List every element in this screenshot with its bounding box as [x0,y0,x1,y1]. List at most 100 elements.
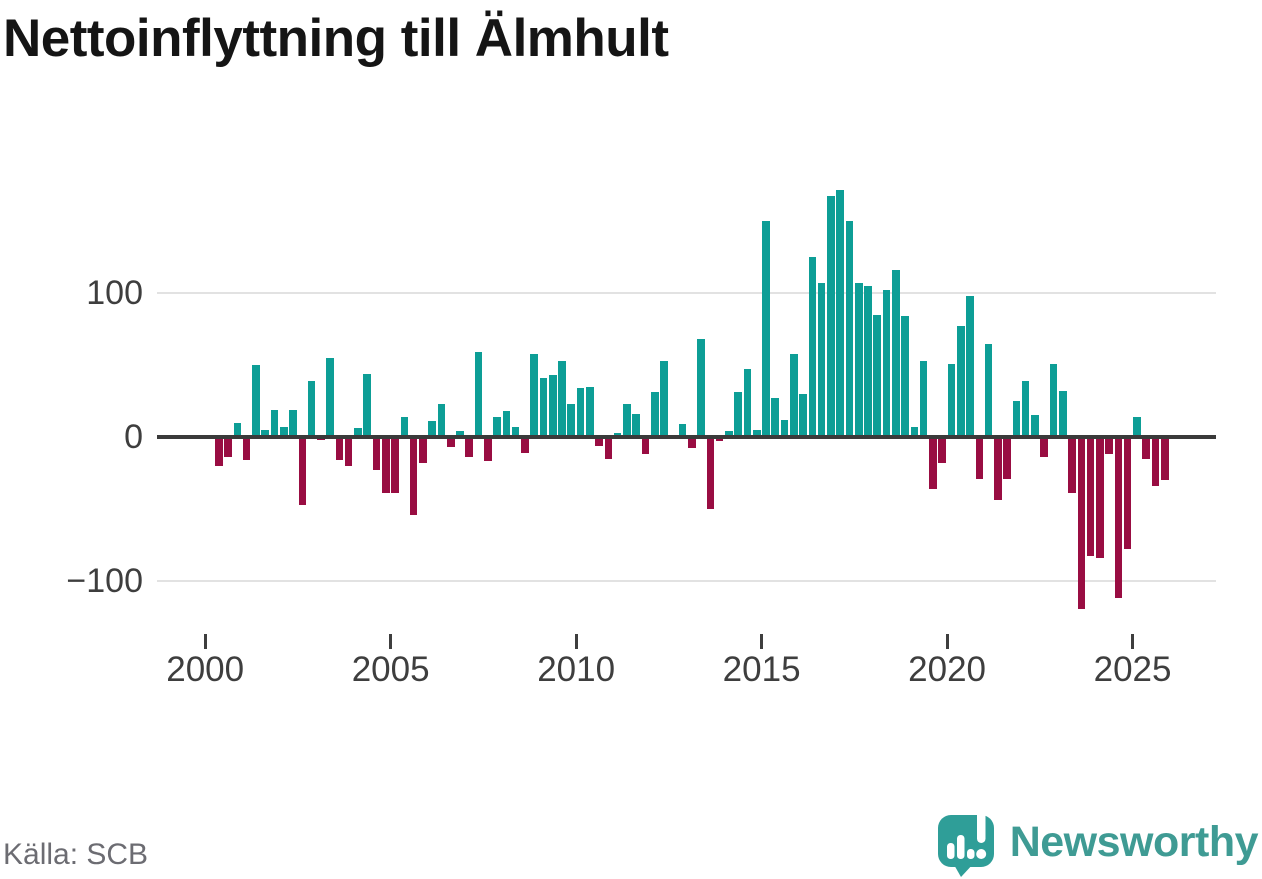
bar-2024-Q2 [1105,437,1113,455]
bar-2011-Q2 [623,403,631,437]
bar-2006-Q4 [456,431,464,437]
bar-2013-Q4 [715,437,724,442]
newsworthy-logo-icon [937,807,994,877]
bar-2009-Q4 [567,403,576,437]
bar-2024-Q3 [1114,437,1123,598]
bar-2019-Q3 [929,437,937,489]
bar-2018-Q3 [892,270,900,437]
bar-2014-Q3 [743,369,752,437]
bar-2011-Q4 [641,437,650,455]
bar-2025-Q3 [1151,437,1160,486]
bar-2017-Q1 [836,189,844,437]
x-axis-tick-2005 [389,634,393,649]
x-axis-tick-2025 [1131,634,1135,649]
y-axis-label--100: −100 [66,561,143,600]
bar-2006-Q3 [446,437,455,448]
source-label: Källa: SCB [3,838,149,871]
x-axis-label-2005: 2005 [351,650,430,689]
bar-2015-Q1 [762,221,770,437]
bar-2015-Q3 [780,419,789,437]
y-axis-label-0: 0 [124,418,143,456]
bar-2019-Q1 [910,426,919,437]
bar-2010-Q2 [586,386,594,437]
x-axis-label-2015: 2015 [722,650,801,689]
bar-2005-Q1 [391,437,399,494]
bar-2009-Q1 [539,378,548,437]
bar-2001-Q1 [242,437,251,460]
newsworthy-brand: Newsworthy [937,806,1259,878]
bar-2011-Q1 [613,432,622,437]
x-axis-tick-2000 [203,634,207,649]
bar-2015-Q4 [790,353,798,437]
bar-2000-Q4 [233,422,242,437]
bar-2010-Q3 [595,437,603,446]
bar-2017-Q3 [854,283,863,437]
bar-2003-Q2 [326,357,334,437]
bar-2001-Q4 [270,409,279,437]
bar-2022-Q4 [1049,363,1058,437]
bar-2025-Q4 [1160,437,1169,481]
x-axis-label-2020: 2020 [908,650,987,689]
bar-2004-Q4 [381,437,390,494]
bar-2022-Q2 [1031,415,1039,437]
bar-2024-Q1 [1096,437,1104,558]
bar-2015-Q2 [771,398,780,437]
bar-2011-Q3 [632,414,640,437]
bar-2002-Q1 [279,426,288,437]
bar-2000-Q2 [215,437,223,466]
bar-2007-Q4 [493,416,501,437]
bar-2012-Q4 [678,424,687,437]
bar-2025-Q1 [1133,416,1141,437]
x-axis-tick-2015 [760,634,764,649]
bar-2010-Q4 [604,437,613,459]
bar-2005-Q4 [419,437,427,463]
bar-2020-Q4 [975,437,984,479]
bar-2001-Q3 [261,429,270,437]
bar-2008-Q1 [502,411,511,437]
bar-2021-Q3 [1003,437,1011,479]
bar-2020-Q2 [956,326,965,437]
bar-2009-Q3 [558,360,566,437]
bar-2018-Q2 [882,290,891,437]
bar-2021-Q2 [994,437,1002,501]
bar-2019-Q2 [919,360,928,437]
x-axis-label-2025: 2025 [1093,650,1172,689]
bar-2002-Q2 [289,409,297,437]
bar-2012-Q1 [650,392,659,437]
page-title: Nettoinflyttning till Älmhult [3,9,669,68]
bar-2016-Q1 [799,393,807,437]
bar-2021-Q1 [984,343,993,437]
bar-2014-Q2 [734,392,742,437]
x-axis-tick-2010 [574,634,578,649]
bar-2006-Q1 [428,421,436,437]
bar-2003-Q4 [344,437,353,466]
bar-2023-Q4 [1086,437,1095,557]
bar-2010-Q1 [576,388,585,437]
bar-2013-Q2 [697,339,705,437]
bar-2001-Q2 [252,365,260,437]
bar-2005-Q2 [400,416,409,437]
y-axis-label-100: 100 [86,274,143,313]
bar-2003-Q3 [335,437,344,460]
x-axis-tick-2020 [945,634,949,649]
bar-2020-Q3 [966,296,974,437]
bar-2021-Q4 [1012,401,1021,437]
bar-2004-Q3 [372,437,381,471]
bar-2008-Q2 [511,426,520,437]
bar-2005-Q3 [409,437,418,515]
gridline--100 [157,579,1216,582]
gridline-100 [157,292,1216,295]
bar-2022-Q3 [1040,437,1049,458]
bar-2016-Q3 [817,283,826,437]
bar-2008-Q3 [521,437,529,453]
bar-2002-Q3 [298,437,307,505]
bar-2017-Q4 [864,286,872,437]
bar-2022-Q1 [1021,380,1030,437]
bar-2004-Q1 [354,428,362,437]
bar-2007-Q3 [484,437,492,462]
bar-2018-Q4 [901,316,909,437]
newsworthy-wordmark: Newsworthy [1009,817,1259,866]
bar-2014-Q4 [752,429,761,437]
bar-2004-Q2 [363,373,372,437]
zero-axis-line [157,435,1216,439]
